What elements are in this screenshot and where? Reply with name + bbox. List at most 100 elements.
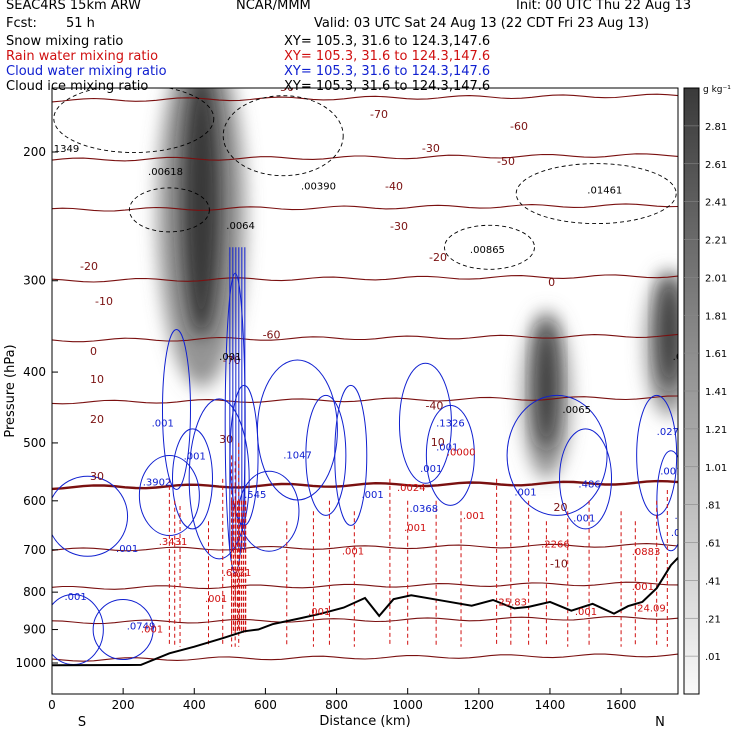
y-tick-label: 400 xyxy=(23,365,46,379)
contour-annotation: .001 xyxy=(219,352,241,363)
y-axis-label: Pressure (hPa) xyxy=(3,344,18,437)
isotherm-label-inline: 10 xyxy=(431,436,445,449)
isotherm-label-inline: -10 xyxy=(550,557,568,570)
isotherm-label: 20 xyxy=(90,413,104,426)
field-name-cloud-ice: Cloud ice mixing ratio xyxy=(6,79,149,94)
y-tick-label: 900 xyxy=(23,623,46,637)
cloud-water-contour xyxy=(425,404,475,506)
isotherm-label-inline: 0 xyxy=(548,276,555,289)
isotherm-label: 30 xyxy=(90,470,104,483)
cloud-ice-contour xyxy=(53,88,215,153)
colorbar-label: .01 xyxy=(705,652,721,663)
isotherm-label: -30 xyxy=(390,220,408,233)
contour-annotation: .545 xyxy=(244,490,266,501)
contour-annotation: .00865 xyxy=(470,245,505,256)
cloud-water-contour xyxy=(559,428,613,530)
colorbar-label: 2.81 xyxy=(705,122,727,133)
x-tick-label: 800 xyxy=(325,698,348,712)
contour-annotation: .0883 xyxy=(632,547,661,558)
model-title: SEAC4RS 15km ARW xyxy=(6,0,142,13)
isotherm-label-inline: -20 xyxy=(429,251,447,264)
isotherm-line xyxy=(52,395,678,405)
colorbar-label: .41 xyxy=(705,576,721,587)
colorbar-label: 2.01 xyxy=(705,273,727,284)
end-label-south: S xyxy=(78,715,86,730)
init-time: Init: 00 UTC Thu 22 Aug 13 xyxy=(516,0,692,13)
end-label-north: N xyxy=(655,715,665,730)
contour-annotation: .1047 xyxy=(283,450,312,461)
cloud-water-contour xyxy=(171,428,213,530)
isotherm-line xyxy=(52,653,678,662)
contour-annotation: .2266 xyxy=(541,539,570,550)
contour-annotation: 25.83 xyxy=(498,598,527,609)
terrain-line xyxy=(52,557,678,667)
x-tick-label: 600 xyxy=(254,698,277,712)
cloud-water-contour xyxy=(92,599,154,661)
cloud-water-contour xyxy=(334,384,368,526)
contour-annotation: .001 xyxy=(184,452,206,463)
y-tick-label: 500 xyxy=(23,436,46,450)
isotherm-label: -10 xyxy=(95,295,113,308)
y-tick-label: 800 xyxy=(23,585,46,599)
cloud-water-contour xyxy=(188,398,250,560)
contour-annotation: .00390 xyxy=(301,181,336,192)
isotherm-line xyxy=(52,93,678,103)
contour-annotation: .0368 xyxy=(409,504,438,515)
field-xy-cloud-ice: XY= 105.3, 31.6 to 124.3,147.6 xyxy=(284,79,491,94)
x-tick-label: 1600 xyxy=(606,698,637,712)
isotherm-label: 0 xyxy=(90,345,97,358)
x-tick-label: 200 xyxy=(112,698,135,712)
contour-annotation: 24.09 xyxy=(637,603,666,614)
y-tick-label: 200 xyxy=(23,145,46,159)
cloud-ice-contour xyxy=(222,95,344,177)
isotherm-line xyxy=(52,153,678,162)
contour-annotation: .001 xyxy=(671,528,693,539)
cloud-ice-contour xyxy=(444,224,535,270)
field-name-cloud-water: Cloud water mixing ratio xyxy=(6,64,167,79)
field-name-snow: Snow mixing ratio xyxy=(6,34,124,49)
contour-annotation: 1349 xyxy=(54,144,79,155)
forecast-hours: 51 h xyxy=(66,16,95,31)
colorbar-label: .21 xyxy=(705,614,721,625)
field-name-rain: Rain water mixing ratio xyxy=(6,49,159,64)
isotherm-label: -50 xyxy=(497,155,515,168)
x-tick-label: 0 xyxy=(48,698,56,712)
cloud-water-contour xyxy=(238,470,300,552)
contour-annotation: .6331 xyxy=(223,568,252,579)
colorbar-label: 2.61 xyxy=(705,160,727,171)
contour-annotation: .001 xyxy=(152,419,174,430)
y-tick-label: 300 xyxy=(23,274,46,288)
isotherm-line xyxy=(52,333,678,343)
colorbar-label: 1.01 xyxy=(705,463,727,474)
colorbar-label: 1.41 xyxy=(705,387,727,398)
contour-annotation: .0276 xyxy=(657,427,686,438)
cloud-water-contour xyxy=(305,394,347,516)
colorbar-label: 1.21 xyxy=(705,425,727,436)
field-xy-snow: XY= 105.3, 31.6 to 124.3,147.6 xyxy=(284,34,491,49)
isotherm-label: 10 xyxy=(90,373,104,386)
contour-annotation: .486 xyxy=(578,479,600,490)
contour-annotation: .001 xyxy=(420,464,442,475)
field-xy-rain: XY= 105.3, 31.6 to 124.3,147.6 xyxy=(284,49,491,64)
contour-annotation: .001 xyxy=(308,607,330,618)
snow-core xyxy=(535,320,558,450)
colorbar-label: .81 xyxy=(705,501,721,512)
contour-annotation: .001 xyxy=(436,442,458,453)
isotherm-label-inline: -60 xyxy=(263,329,281,342)
contour-annotation: .01095 xyxy=(52,14,87,25)
colorbar-label: 2.21 xyxy=(705,236,727,247)
contour-annotation: .001 xyxy=(514,487,536,498)
x-tick-label: 1200 xyxy=(464,698,495,712)
isotherm-label: -40 xyxy=(385,180,403,193)
isotherm-line xyxy=(52,581,678,590)
contour-annotation: .001 xyxy=(361,490,383,501)
y-tick-label: 1000 xyxy=(15,656,46,670)
x-axis-label: Distance (km) xyxy=(319,714,410,729)
isotherm-label-inline: 20 xyxy=(554,501,568,514)
isotherm-line xyxy=(52,274,678,283)
isotherm-line xyxy=(52,203,678,212)
cloud-ice-contour xyxy=(515,163,677,225)
contour-annotation: .001 xyxy=(116,544,138,555)
isotherm-label: -60 xyxy=(510,120,528,133)
